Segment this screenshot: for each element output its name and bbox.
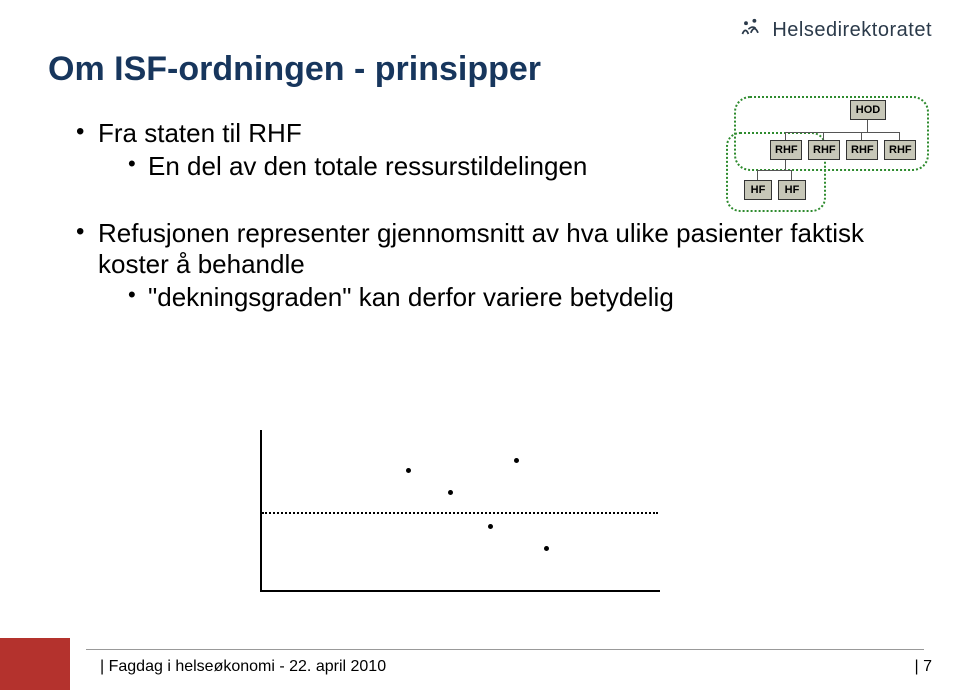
scatter-point xyxy=(488,524,493,529)
org-connector xyxy=(757,170,792,171)
org-connector xyxy=(867,120,868,132)
org-connector xyxy=(791,170,792,180)
scatter-point xyxy=(514,458,519,463)
scatter-point xyxy=(544,546,549,551)
org-connector xyxy=(785,132,900,133)
org-node-rhf: RHF xyxy=(884,140,916,160)
org-connector xyxy=(785,132,786,140)
brand-name: Helsedirektoratet xyxy=(772,19,932,42)
scatter-point xyxy=(406,468,411,473)
org-node-rhf: RHF xyxy=(770,140,802,160)
org-node-hf: HF xyxy=(744,180,772,200)
org-connector xyxy=(785,160,786,170)
footer-page-number: | 7 xyxy=(915,658,933,676)
scatter-x-axis xyxy=(260,590,660,592)
org-connector xyxy=(899,132,900,140)
footer-accent-block xyxy=(0,638,70,690)
org-node-rhf: RHF xyxy=(846,140,878,160)
footer-divider xyxy=(86,649,924,650)
brand-logo-icon xyxy=(740,16,764,45)
org-node-rhf: RHF xyxy=(808,140,840,160)
bullet-2-sub-1: "dekningsgraden" kan derfor variere bety… xyxy=(128,282,896,313)
scatter-mean-line xyxy=(262,512,658,514)
org-node-hod: HOD xyxy=(850,100,886,120)
org-connector xyxy=(861,132,862,140)
slide-title: Om ISF-ordningen - prinsipper xyxy=(48,50,541,89)
bullet-2: Refusjonen representer gjennomsnitt av h… xyxy=(76,218,896,313)
scatter-y-axis xyxy=(260,430,262,590)
org-connector xyxy=(757,170,758,180)
org-chart: HOD RHF RHF RHF RHF HF HF xyxy=(700,100,920,220)
slide: Helsedirektoratet Om ISF-ordningen - pri… xyxy=(0,0,960,690)
org-connector xyxy=(823,132,824,140)
scatter-point xyxy=(448,490,453,495)
bullet-1-text: Fra staten til RHF xyxy=(98,118,302,148)
org-node-hf: HF xyxy=(778,180,806,200)
bullet-2-text: Refusjonen representer gjennomsnitt av h… xyxy=(98,218,864,279)
slide-footer: | Fagdag i helseøkonomi - 22. april 2010… xyxy=(0,638,960,690)
footer-text: | Fagdag i helseøkonomi - 22. april 2010 xyxy=(100,658,386,676)
brand-header: Helsedirektoratet xyxy=(740,16,932,45)
scatter-chart xyxy=(260,430,680,610)
